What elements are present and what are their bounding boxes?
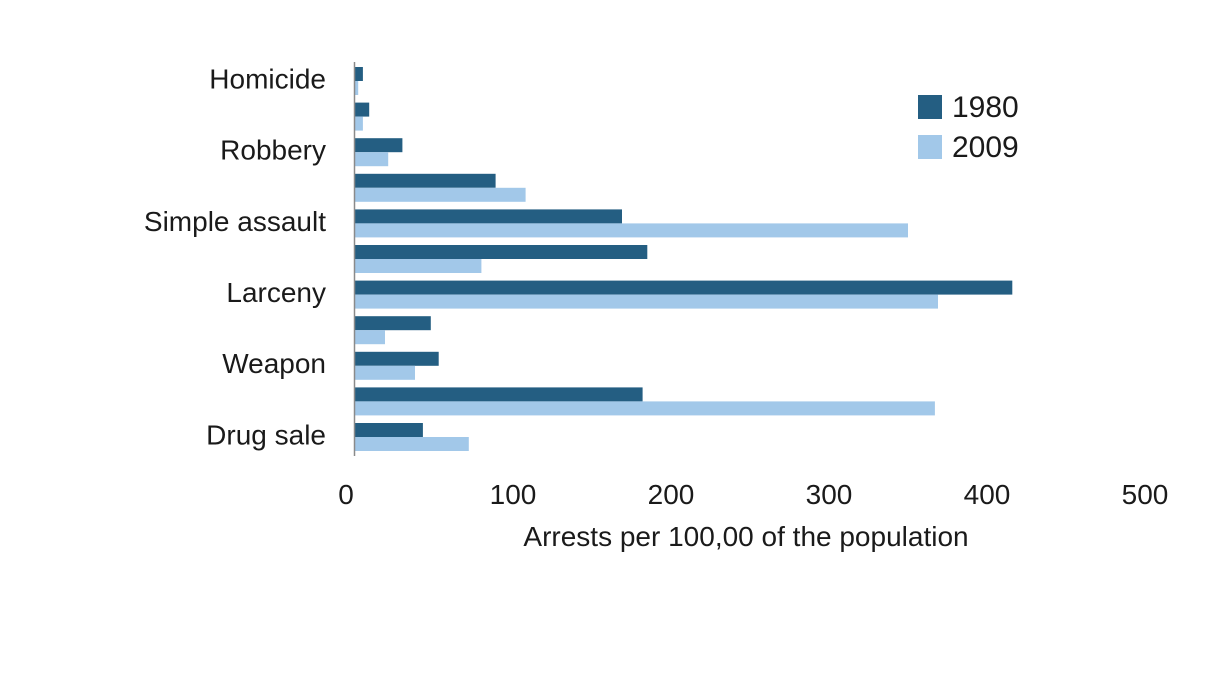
- legend-label-2009: 2009: [952, 131, 1019, 164]
- x-tick-label: 0: [338, 479, 354, 510]
- bar-1980-row-3: [355, 173, 496, 188]
- legend-label-1980: 1980: [952, 91, 1019, 124]
- bar-2009-row-9: [355, 401, 935, 416]
- category-label: Robbery: [220, 135, 326, 166]
- x-tick-label: 500: [1122, 479, 1169, 510]
- bar-2009-row-3: [355, 187, 526, 202]
- legend-swatch-2009: [918, 135, 942, 159]
- bar-2009-robbery: [355, 152, 389, 167]
- legend: 1980 2009: [918, 91, 1019, 164]
- bar-2009-row-7: [355, 330, 385, 345]
- bar-1980-row-9: [355, 387, 643, 402]
- bars-group: [355, 67, 1013, 451]
- x-tick-label: 400: [964, 479, 1011, 510]
- bar-2009-larceny: [355, 294, 938, 309]
- category-label: Drug sale: [206, 419, 326, 450]
- bar-1980-simple-assault: [355, 209, 622, 224]
- bar-2009-row-1: [355, 116, 363, 131]
- bar-1980-row-1: [355, 102, 370, 117]
- bar-1980-row-7: [355, 316, 431, 331]
- bar-1980-weapon: [355, 351, 439, 366]
- legend-swatch-1980: [918, 95, 942, 119]
- x-axis-ticks: 0 100 200 300 400 500: [338, 479, 1168, 510]
- bar-2009-row-5: [355, 259, 482, 273]
- bar-1980-row-5: [355, 245, 648, 259]
- bar-2009-simple-assault: [355, 223, 908, 238]
- bar-1980-drug-sale: [355, 423, 423, 437]
- bar-1980-larceny: [355, 280, 1013, 295]
- category-labels: Homicide Robbery Simple assault Larceny Weap…: [144, 63, 326, 450]
- bar-1980-homicide: [355, 67, 363, 81]
- x-tick-label: 300: [806, 479, 853, 510]
- category-label: Homicide: [209, 63, 326, 94]
- x-tick-label: 100: [490, 479, 537, 510]
- x-axis-title: Arrests per 100,00 of the population: [523, 521, 968, 552]
- category-label: Weapon: [222, 348, 326, 379]
- bar-1980-robbery: [355, 138, 403, 153]
- bar-2009-homicide: [355, 81, 359, 95]
- category-label: Larceny: [226, 277, 326, 308]
- bar-2009-drug-sale: [355, 437, 469, 451]
- x-tick-label: 200: [648, 479, 695, 510]
- bar-2009-weapon: [355, 365, 415, 380]
- category-label: Simple assault: [144, 206, 326, 237]
